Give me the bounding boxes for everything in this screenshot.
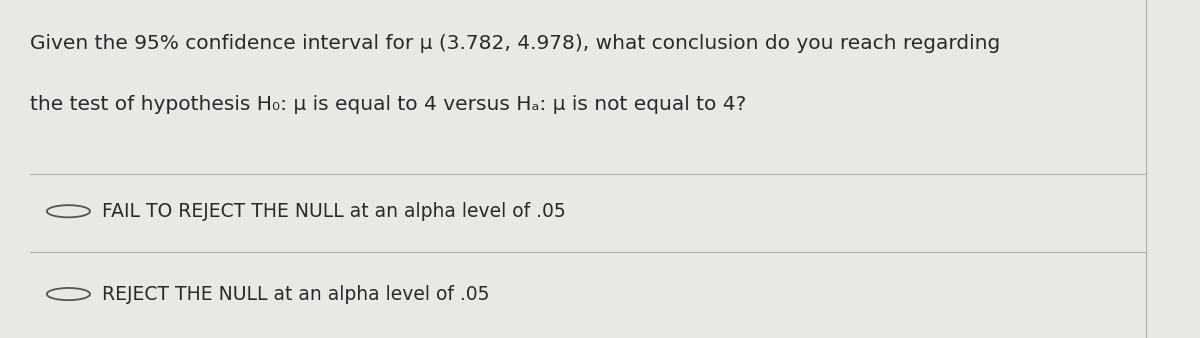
Text: Given the 95% confidence interval for μ (3.782, 4.978), what conclusion do you r: Given the 95% confidence interval for μ … [30, 34, 1001, 53]
Text: REJECT THE NULL at an alpha level of .05: REJECT THE NULL at an alpha level of .05 [102, 285, 490, 304]
Text: FAIL TO REJECT THE NULL at an alpha level of .05: FAIL TO REJECT THE NULL at an alpha leve… [102, 202, 565, 221]
Text: the test of hypothesis H₀: μ is equal to 4 versus Hₐ: μ is not equal to 4?: the test of hypothesis H₀: μ is equal to… [30, 95, 746, 114]
